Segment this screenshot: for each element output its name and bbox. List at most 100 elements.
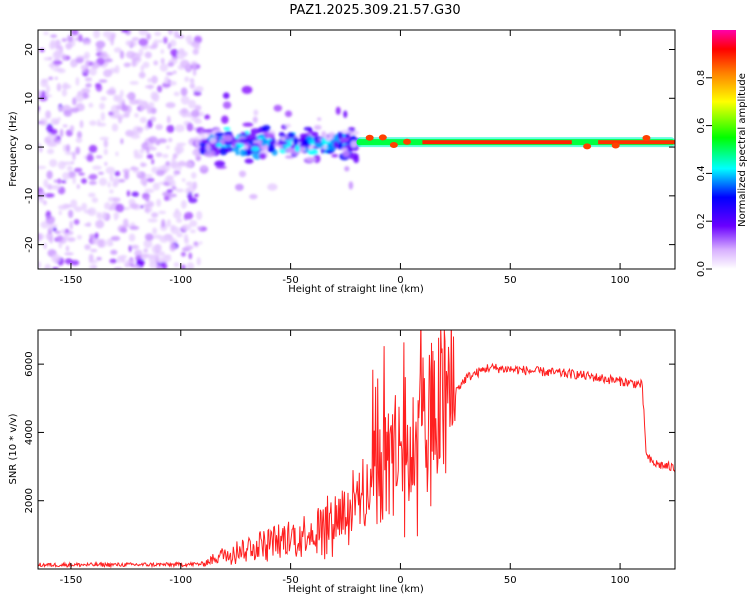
spectrogram-noise-cell (50, 118, 60, 125)
spectrogram-noise-cell (181, 224, 192, 231)
spectrogram-signal-cell (293, 137, 299, 146)
spectrogram-noise-cell (122, 218, 129, 228)
spectrogram-noise-cell (81, 178, 87, 184)
spectrogram-noise-cell (88, 180, 97, 186)
spectrogram-noise-cell (64, 258, 73, 265)
spectrogram-noise-cell (123, 111, 130, 118)
spectrogram-signal-cell (247, 147, 252, 154)
spectrogram-noise-cell (144, 85, 155, 89)
spectrogram-noise-cell (113, 47, 122, 53)
spectrogram-x-tick-label: -50 (282, 275, 298, 286)
spectrogram-noise-cell (153, 39, 159, 45)
spectrogram-noise-cell (65, 245, 70, 252)
spectrogram-noise-cell (181, 107, 188, 114)
spectrogram-signal-cell (267, 143, 276, 153)
colorbar-tick-label: 0.0 (696, 261, 707, 277)
spectrogram-noise-cell (144, 51, 152, 59)
spectrogram-noise-cell (191, 172, 197, 179)
snr-x-tick-label: 0 (397, 575, 403, 586)
spectrogram-noise-cell (157, 39, 164, 43)
spectrogram-signal-cell (284, 123, 292, 128)
spectrogram-noise-cell (59, 128, 64, 138)
spectrogram-signal-cell (209, 137, 217, 144)
spectrogram-noise-cell (193, 90, 202, 96)
spectrogram-noise-cell (81, 64, 87, 73)
spectrogram-noise-cell (103, 69, 113, 78)
spectrogram-signal-cell (200, 139, 209, 143)
spectrogram-noise-cell (113, 177, 120, 186)
spectrogram-noise-cell (157, 138, 168, 144)
spectrogram-noise-cell (138, 71, 146, 79)
spectrogram-noise-cell (143, 248, 149, 253)
spectrogram-noise-cell (88, 192, 96, 198)
spectrogram-noise-cell (90, 248, 98, 253)
spectrogram-x-tick-label: 100 (611, 275, 630, 286)
snr-panel: -150 -100 -50 0 50 100 2000 4000 6000 Height of … (8, 329, 676, 595)
spectrogram-noise-cell (65, 228, 69, 234)
spectrogram-noise-cell (178, 160, 186, 167)
spectrogram-noise-cell (140, 64, 145, 72)
spectrogram-noise-cell (119, 255, 128, 259)
spectrogram-signal-cell (214, 132, 225, 137)
spectrogram-signal-cell (264, 132, 275, 139)
spectrogram-signal-cell (223, 127, 231, 131)
colorbar-tick-label: 0.4 (696, 165, 707, 181)
spectrogram-y-tick-label: 20 (24, 43, 35, 56)
spectrogram-noise-cell (75, 57, 84, 64)
spectrogram-noise-cell (70, 161, 75, 165)
spectrogram-noise-cell (168, 137, 173, 143)
spectrogram-noise-cell (89, 66, 97, 76)
spectrogram-noise-cell (180, 59, 190, 68)
spectrogram-noise-cell (100, 112, 106, 121)
spectrogram-signal-cell (348, 181, 354, 190)
spectrogram-noise-cell (123, 62, 131, 68)
spectrogram-carrier-peak (583, 143, 592, 150)
spectrogram-noise-cell (55, 45, 62, 50)
spectrogram-noise-cell (74, 206, 83, 213)
spectrogram-noise-cell (44, 193, 55, 198)
spectrogram-signal-cell (278, 131, 285, 138)
spectrogram-noise-cell (161, 262, 168, 269)
spectrogram-signal-cell (268, 140, 276, 145)
spectrogram-noise-cell (85, 83, 92, 88)
spectrogram-signal-cell (302, 138, 308, 146)
snr-x-label: Height of straight line (km) (288, 584, 424, 595)
spectrogram-signal-cell (341, 147, 348, 152)
spectrogram-carrier-peak (611, 142, 620, 149)
spectrogram-signal-cell (235, 183, 244, 191)
spectrogram-noise-cell (166, 219, 172, 227)
spectrogram-noise-cell (128, 233, 136, 242)
spectrogram-noise-cell (46, 85, 51, 93)
spectrogram-noise-cell (95, 219, 105, 229)
spectrogram-noise-cell (50, 185, 61, 190)
spectrogram-noise-cell (118, 116, 122, 124)
spectrogram-signal-cell (314, 142, 324, 148)
spectrogram-noise-cell (144, 233, 154, 241)
spectrogram-signal-cell (338, 141, 344, 149)
spectrogram-signal-cell (294, 144, 300, 153)
spectrogram-noise-cell (129, 167, 140, 171)
spectrogram-signal-cell (204, 114, 211, 120)
spectrogram-noise-cell (115, 105, 122, 110)
spectrogram-signal-cell (257, 139, 263, 147)
spectrogram-signal-cell (353, 155, 360, 164)
spectrogram-noise-cell (70, 107, 80, 113)
spectrogram-noise-cell (94, 232, 99, 239)
spectrogram-signal-cell (239, 148, 247, 157)
spectrogram-noise-cell (106, 89, 116, 96)
spectrogram-noise-cell (140, 176, 148, 186)
spectrogram-signal-cell (273, 104, 283, 112)
spectrogram-noise-cell (66, 237, 76, 242)
spectrogram-noise-cell (166, 72, 174, 76)
spectrogram-signal-cell (287, 132, 296, 139)
spectrogram-noise-cell (156, 198, 162, 207)
spectrogram-noise-cell (46, 142, 56, 148)
spectrogram-noise-cell (161, 219, 166, 228)
spectrogram-noise-cell (167, 30, 173, 36)
spectrogram-noise-cell (122, 168, 130, 174)
spectrogram-noise-cell (161, 255, 172, 262)
spectrogram-noise-cell (146, 154, 154, 159)
spectrogram-noise-cell (192, 181, 198, 190)
spectrogram-signal-cell (241, 131, 247, 136)
spectrogram-noise-cell (110, 249, 118, 255)
